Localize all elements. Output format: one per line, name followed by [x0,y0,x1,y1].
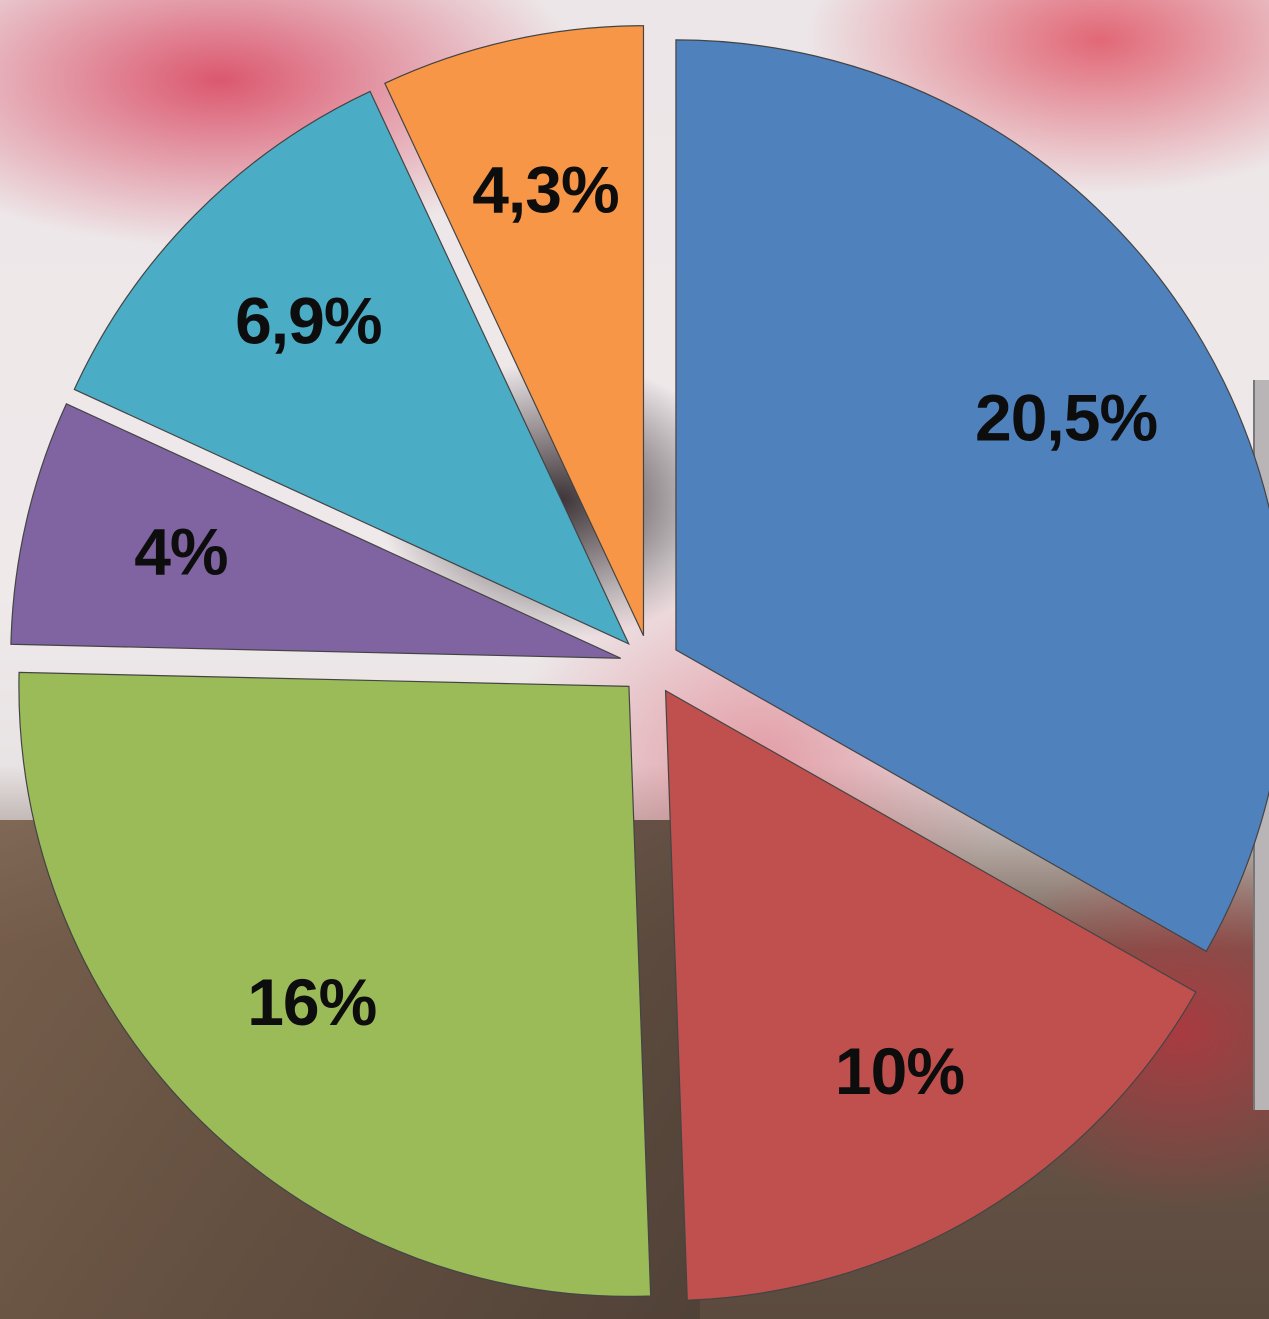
pie-slice-label-1: 10% [835,1034,964,1108]
pie-slice-1 [664,689,1197,1301]
pie-slice-label-3: 4% [134,514,227,588]
pie-slice-label-2: 16% [247,965,376,1039]
pie-slice-4 [73,90,630,646]
pie-slice-3 [10,403,622,659]
pie-slice-2 [18,671,652,1297]
pie-slice-label-0: 20,5% [975,380,1157,454]
pie-slice-5 [384,25,645,636]
pie-slice-label-5: 4,3% [472,153,618,227]
pie-slice-0 [675,39,1269,953]
pie-slice-label-4: 6,9% [235,283,381,357]
